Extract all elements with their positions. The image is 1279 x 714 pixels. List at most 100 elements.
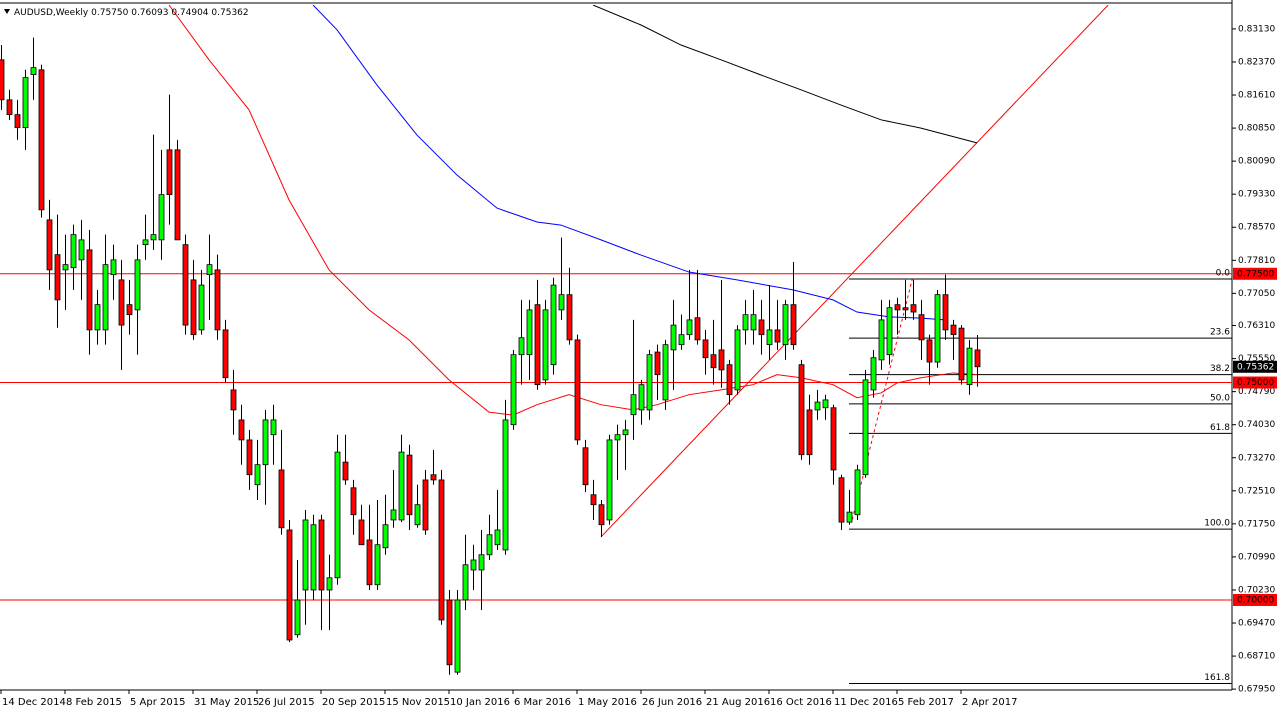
candle-body (958, 327, 965, 381)
candle-body (606, 439, 613, 521)
candle-body (646, 354, 653, 411)
candle-body (470, 559, 477, 571)
candle-body (262, 419, 269, 466)
candle-body (910, 304, 917, 313)
fib-label: 50.0 (1210, 393, 1230, 403)
x-tick-label: 5 Feb 2017 (898, 697, 954, 708)
candle-body (582, 447, 589, 486)
candle-body (382, 524, 389, 549)
candle-body (798, 364, 805, 456)
candle-body (198, 284, 205, 331)
x-tick-label: 5 Apr 2015 (130, 697, 185, 708)
y-tick-label: 0.82370 (1238, 57, 1275, 67)
moving-average (592, 5, 978, 144)
candle-body (718, 349, 725, 371)
candle-body (918, 314, 925, 341)
y-tick-label: 0.67950 (1238, 685, 1275, 695)
candle-body (550, 284, 557, 366)
candle-body (374, 544, 381, 586)
y-tick-label: 0.81610 (1238, 91, 1275, 101)
candle-body (246, 439, 253, 476)
candle-body (446, 599, 453, 666)
candle-body (662, 344, 669, 401)
price-label-box (1233, 593, 1277, 606)
candle-body (118, 279, 125, 326)
candle-body (294, 599, 301, 636)
y-tick-label: 0.77810 (1238, 256, 1275, 266)
price-label: 0.77500 (1237, 269, 1274, 279)
y-tick-label: 0.75550 (1238, 354, 1275, 364)
candle-body (710, 354, 717, 369)
fib-label: 161.8 (1204, 673, 1230, 683)
candle-body (206, 264, 213, 276)
candle-body (302, 519, 309, 591)
x-tick-label: 1 May 2016 (578, 697, 637, 708)
plot-area: 0.0 23.6 38.2 50.0 61.8 100.0 161.8 (0, 5, 1232, 684)
y-tick-label: 0.74790 (1238, 387, 1275, 397)
y-tick-label: 0.73270 (1238, 453, 1275, 463)
candle-body (318, 519, 325, 591)
y-tick-label: 0.69470 (1238, 619, 1275, 629)
candle-body (254, 464, 261, 486)
x-tick-label: 21 Aug 2016 (706, 697, 770, 708)
candle-body (414, 504, 421, 526)
candle-body (830, 407, 837, 471)
candle-body (766, 329, 773, 346)
candle-body (974, 349, 981, 368)
candle-body (686, 319, 693, 336)
candle-body (926, 339, 933, 363)
price-label-box (1233, 376, 1277, 389)
candle-body (702, 339, 709, 359)
candle-body (94, 304, 101, 331)
fib-label: 23.6 (1210, 328, 1230, 338)
candle-body (630, 394, 637, 416)
candle-body (934, 294, 941, 363)
candle-body (758, 319, 765, 336)
price-label: 0.70000 (1237, 595, 1274, 605)
x-tick-label: 2 Apr 2017 (962, 697, 1017, 708)
candle-body (430, 474, 437, 481)
candle-body (574, 339, 581, 441)
candle-body (78, 239, 85, 261)
fib-label: 0.0 (1216, 269, 1231, 279)
candle-body (878, 319, 885, 361)
candle-body (54, 254, 61, 301)
candle-body (942, 294, 949, 331)
candle-body (110, 259, 117, 276)
y-tick-label: 0.70230 (1238, 585, 1275, 595)
candle-body (494, 529, 501, 546)
candle-body (342, 461, 349, 481)
candle-body (526, 309, 533, 356)
current-price-box (1233, 360, 1277, 373)
y-tick-label: 0.74030 (1238, 420, 1275, 430)
candle-body (790, 304, 797, 346)
candle-body (950, 324, 957, 336)
candle-body (814, 401, 821, 411)
candle-body (214, 269, 221, 331)
candle-body (422, 479, 429, 531)
y-tick-label: 0.76310 (1238, 321, 1275, 331)
candle-body (358, 519, 365, 546)
candle-body (0, 59, 5, 101)
y-tick-label: 0.77050 (1238, 289, 1275, 299)
current-price-label: 0.75362 (1237, 362, 1274, 372)
candle-body (598, 504, 605, 526)
y-tick-label: 0.79330 (1238, 190, 1275, 200)
candle-body (566, 294, 573, 341)
candle-body (334, 451, 341, 579)
candle-body (222, 329, 229, 379)
close-label: 0.75362 (211, 8, 248, 18)
candle-body (614, 434, 621, 441)
y-tick-label: 0.68710 (1238, 652, 1275, 662)
candle-body (486, 534, 493, 556)
y-tick-label: 0.78570 (1238, 223, 1275, 233)
candle-body (150, 234, 157, 241)
candle-body (62, 264, 69, 271)
candle-body (854, 469, 861, 516)
candle-body (622, 429, 629, 436)
candle-body (590, 494, 597, 506)
trendline (600, 5, 1109, 538)
candle-body (502, 419, 509, 551)
candle-body (182, 244, 189, 326)
